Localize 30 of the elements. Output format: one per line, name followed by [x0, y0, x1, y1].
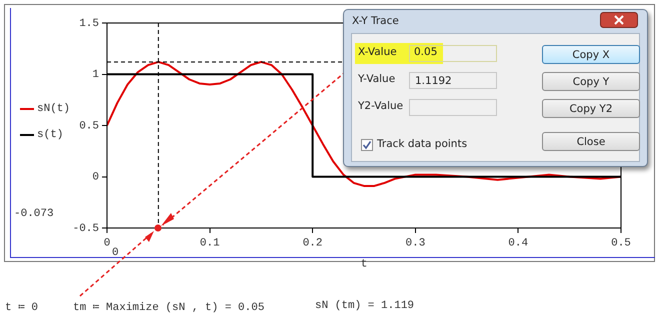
legend-label: s(t): [37, 129, 64, 141]
y-tick-label: 0: [92, 172, 99, 184]
x-tick-label: 0: [104, 238, 110, 250]
annotation: Y-Value: [358, 73, 396, 85]
annotation: Copy Y: [542, 72, 640, 91]
x-axis-title: t: [360, 258, 368, 270]
x-tick-label: 0.1: [200, 238, 220, 250]
text: 0: [112, 247, 119, 259]
annotation: X-Value: [358, 46, 397, 58]
annotation: Copy X: [542, 45, 640, 64]
text: tm ≔ Maximize (sN , t) = 0.05: [73, 301, 264, 314]
x-tick-label: 0.5: [611, 238, 631, 250]
annotation: X-Y Trace: [352, 15, 399, 27]
y-tick-label: 0.5: [79, 120, 99, 132]
annotation: Y2-Value: [358, 100, 404, 112]
x-tick-label: 0.3: [405, 238, 426, 250]
annotation: Close: [542, 132, 640, 151]
text: t ≔ 0: [5, 301, 38, 314]
legend-label: sN(t): [37, 103, 70, 115]
text: sN (tm) = 1.119: [315, 300, 414, 312]
text: -0.073: [14, 208, 54, 220]
annotation: 0.05: [414, 46, 438, 58]
y-tick-label: -0.5: [72, 222, 99, 235]
x-tick-label: 0.2: [302, 238, 323, 250]
y-tick-label: 1.5: [79, 18, 99, 30]
annotation: Track data points: [377, 138, 468, 150]
x-tick-label: 0.4: [508, 238, 528, 250]
y-tick-label: 1: [92, 69, 100, 82]
annotation: Copy Y2: [542, 99, 640, 118]
annotation: 1.1192: [409, 72, 497, 89]
